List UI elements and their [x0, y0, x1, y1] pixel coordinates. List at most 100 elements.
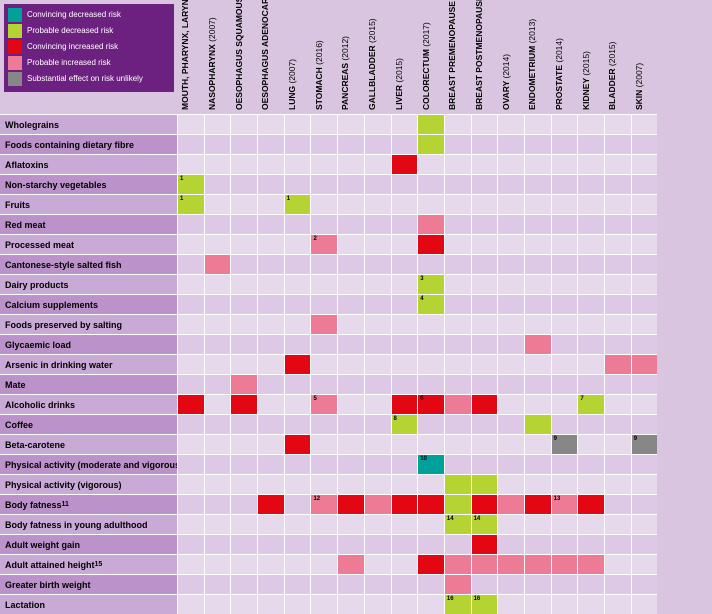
matrix-cell	[230, 554, 257, 574]
matrix-cell	[391, 314, 418, 334]
matrix-cell: 16	[444, 594, 471, 614]
matrix-cell	[337, 414, 364, 434]
matrix-cell	[230, 314, 257, 334]
matrix-cell	[471, 294, 498, 314]
table-row: Aflatoxins	[0, 154, 712, 174]
matrix-cell	[471, 494, 498, 514]
matrix-cell	[230, 394, 257, 414]
matrix-cell: 1	[177, 194, 204, 214]
matrix-cell	[497, 494, 524, 514]
matrix-cell	[257, 594, 284, 614]
cell-footnote: 12	[313, 496, 320, 502]
matrix-cell	[284, 454, 311, 474]
matrix-cell: 7	[577, 394, 604, 414]
matrix-cell	[204, 334, 231, 354]
legend-item: Probable decreased risk	[8, 24, 170, 38]
matrix-cell	[604, 294, 631, 314]
matrix-cell	[230, 434, 257, 454]
matrix-cell	[284, 134, 311, 154]
matrix-cell	[230, 294, 257, 314]
column-header: OVARY (2014)	[497, 0, 524, 114]
matrix-cell	[524, 274, 551, 294]
matrix-cell	[204, 254, 231, 274]
matrix-cell	[177, 494, 204, 514]
legend-swatch	[8, 72, 22, 86]
matrix-cell	[364, 154, 391, 174]
matrix-cell	[444, 394, 471, 414]
matrix-cell	[177, 534, 204, 554]
table-row: Body fatness 111213	[0, 494, 712, 514]
matrix-cell	[631, 554, 658, 574]
column-header: ENDOMETRIUM (2013)	[524, 0, 551, 114]
matrix-cell	[284, 394, 311, 414]
cell-footnote: 9	[634, 436, 637, 442]
matrix-cell	[444, 354, 471, 374]
matrix-cell	[337, 534, 364, 554]
legend-label: Probable increased risk	[27, 59, 111, 68]
matrix-cell	[524, 594, 551, 614]
matrix-cell	[337, 334, 364, 354]
matrix-cell	[631, 134, 658, 154]
matrix-cell	[417, 234, 444, 254]
matrix-cell	[604, 454, 631, 474]
matrix-cell	[284, 574, 311, 594]
matrix-cell	[257, 154, 284, 174]
matrix-cell	[391, 574, 418, 594]
matrix-cell	[417, 154, 444, 174]
matrix-cell	[204, 574, 231, 594]
row-label: Adult weight gain	[0, 534, 177, 554]
matrix-cell	[310, 134, 337, 154]
matrix-cell	[284, 494, 311, 514]
matrix-cell	[631, 194, 658, 214]
matrix-cell	[524, 574, 551, 594]
matrix-cell: 5	[310, 394, 337, 414]
matrix-cell	[204, 114, 231, 134]
matrix-cell	[230, 134, 257, 154]
matrix-cell	[577, 534, 604, 554]
matrix-cell	[471, 454, 498, 474]
matrix-cell	[230, 214, 257, 234]
matrix-cell	[551, 314, 578, 334]
matrix-cell	[204, 394, 231, 414]
matrix-cell	[177, 314, 204, 334]
row-label: Lactation	[0, 594, 177, 614]
matrix-cell	[444, 214, 471, 234]
matrix-cell	[631, 154, 658, 174]
matrix-cell	[177, 514, 204, 534]
matrix-cell	[204, 294, 231, 314]
table-row: Cantonese-style salted fish	[0, 254, 712, 274]
matrix-cell	[257, 474, 284, 494]
matrix-cell	[310, 514, 337, 534]
matrix-cell	[497, 294, 524, 314]
matrix-cell	[444, 294, 471, 314]
matrix-cell	[524, 374, 551, 394]
matrix-cell	[257, 234, 284, 254]
matrix-cell	[391, 114, 418, 134]
matrix-cell	[471, 254, 498, 274]
matrix-cell	[524, 434, 551, 454]
matrix-cell	[417, 414, 444, 434]
matrix-cell	[391, 174, 418, 194]
legend-item: Convincing decreased risk	[8, 8, 170, 22]
matrix-cell	[471, 174, 498, 194]
matrix-cell	[577, 174, 604, 194]
matrix-cell	[364, 394, 391, 414]
matrix-cell	[417, 354, 444, 374]
matrix-cell	[631, 274, 658, 294]
matrix-cell	[284, 274, 311, 294]
matrix-cell	[230, 334, 257, 354]
table-row: Lactation1616	[0, 594, 712, 614]
table-row: Adult weight gain	[0, 534, 712, 554]
matrix-cell	[417, 314, 444, 334]
table-row: Processed meat2	[0, 234, 712, 254]
cell-footnote: 6	[420, 396, 423, 402]
matrix-cell	[310, 554, 337, 574]
matrix-cell	[257, 354, 284, 374]
matrix-cell	[364, 294, 391, 314]
matrix-cell: 1	[177, 174, 204, 194]
row-label: Beta-carotene	[0, 434, 177, 454]
matrix-cell	[417, 434, 444, 454]
matrix-cell	[524, 174, 551, 194]
matrix-cell	[204, 194, 231, 214]
matrix-cell	[337, 594, 364, 614]
